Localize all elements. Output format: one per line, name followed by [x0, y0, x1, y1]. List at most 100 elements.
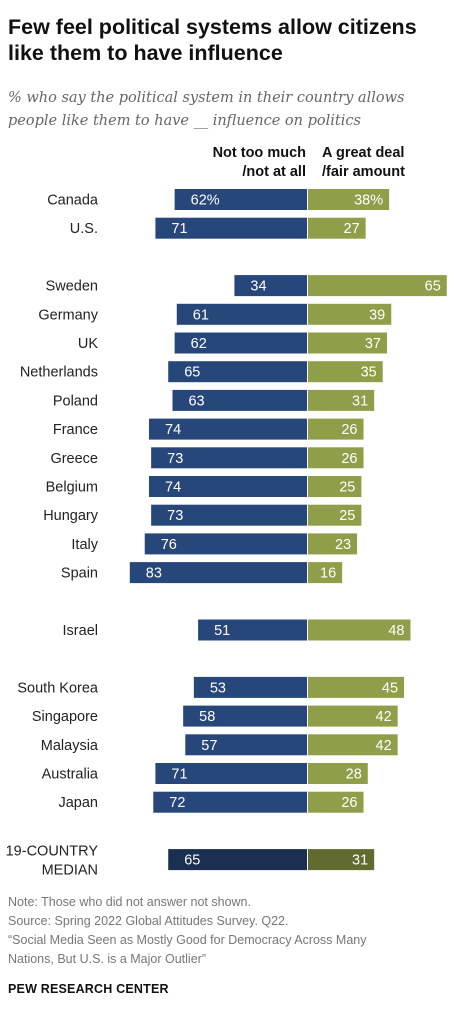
value-label-not-too-much: 76 — [161, 537, 177, 553]
country-label: Poland — [53, 393, 98, 409]
bar-great-deal — [308, 763, 368, 784]
value-label-not-too-much: 58 — [199, 709, 215, 725]
country-label: Canada — [47, 193, 99, 209]
bar-not-too-much — [174, 189, 307, 210]
bar-not-too-much — [149, 476, 307, 497]
bar-great-deal — [308, 705, 398, 727]
bar-not-too-much — [144, 533, 307, 555]
bar-not-too-much — [129, 562, 307, 584]
bar-not-too-much — [168, 361, 307, 383]
value-label-great-deal: 38% — [354, 193, 383, 209]
country-label: Greece — [50, 451, 98, 467]
country-label: France — [53, 422, 98, 438]
chart-notes: Note: Those who did not answer not shown… — [8, 893, 458, 969]
bar-great-deal — [308, 361, 383, 383]
country-label: Singapore — [32, 709, 98, 725]
bar-great-deal — [308, 418, 364, 440]
bar-not-too-much — [185, 734, 307, 756]
value-label-not-too-much: 73 — [167, 451, 183, 467]
value-label-not-too-much: 74 — [165, 480, 181, 496]
value-label-great-deal: 16 — [320, 566, 336, 582]
bar-great-deal — [308, 217, 366, 239]
value-label-great-deal: 45 — [382, 680, 398, 696]
median-label: 19-COUNTRY MEDIAN — [6, 844, 99, 879]
bar-great-deal — [308, 504, 362, 526]
country-label: Netherlands — [20, 365, 98, 381]
country-label: Sweden — [46, 279, 98, 295]
source-line: Source: Spring 2022 Global Attitudes Sur… — [8, 914, 289, 928]
value-label-great-deal: 31 — [352, 393, 368, 409]
bar-great-deal — [308, 476, 362, 497]
bar-not-too-much — [234, 275, 307, 297]
value-label-great-deal: 35 — [361, 365, 377, 381]
positive-header-line2: /fair amount — [322, 164, 405, 180]
bar-not-too-much — [168, 849, 307, 871]
country-label: Israel — [63, 623, 98, 639]
country-label: Japan — [58, 795, 98, 811]
value-label-great-deal: 25 — [339, 480, 355, 496]
value-label-great-deal: 23 — [335, 537, 351, 553]
bar-great-deal — [308, 791, 364, 813]
value-label-great-deal: 65 — [425, 279, 441, 295]
bar-not-too-much — [174, 332, 307, 354]
bar-great-deal — [308, 332, 387, 354]
diverging-bar-chart: Canada 62% 38% U.S. 71 27 Sweden 34 65 Germany 61 3… — [6, 189, 447, 879]
country-label: Germany — [38, 307, 98, 323]
value-label-not-too-much: 65 — [184, 365, 200, 381]
chart-title: Few feel political systems allow citizen… — [8, 15, 417, 65]
value-label-not-too-much: 72 — [169, 795, 185, 811]
value-label-not-too-much: 71 — [171, 767, 187, 783]
country-label: Malaysia — [41, 738, 99, 754]
report-title-line: “Social Media Seen as Mostly Good for De… — [8, 933, 367, 947]
bar-not-too-much — [155, 763, 307, 784]
bar-not-too-much — [183, 705, 307, 727]
bar-great-deal — [308, 389, 375, 411]
country-label: Spain — [61, 566, 98, 582]
value-label-great-deal: 26 — [341, 422, 357, 438]
bar-great-deal — [308, 676, 405, 698]
bar-not-too-much — [155, 217, 307, 239]
value-label-great-deal: 26 — [341, 451, 357, 467]
bar-great-deal — [308, 275, 447, 297]
country-label: Hungary — [43, 508, 99, 524]
note-line: Note: Those who did not answer not shown… — [8, 895, 251, 909]
value-label-not-too-much: 57 — [201, 738, 217, 754]
country-label: Australia — [42, 767, 99, 783]
value-label-not-too-much: 83 — [146, 566, 162, 582]
value-label-not-too-much: 34 — [250, 279, 266, 295]
bar-not-too-much — [198, 619, 307, 641]
value-label-great-deal: 48 — [388, 623, 404, 639]
value-label-not-too-much: 62 — [191, 336, 207, 352]
bar-not-too-much — [172, 389, 307, 411]
value-label-not-too-much: 63 — [188, 393, 204, 409]
value-label-not-too-much: 62% — [191, 193, 220, 209]
country-label: Italy — [71, 537, 98, 553]
value-label-not-too-much: 73 — [167, 508, 183, 524]
value-label-great-deal: 27 — [344, 221, 360, 237]
bar-great-deal — [308, 734, 398, 756]
bar-great-deal — [308, 562, 343, 584]
value-label-great-deal: 37 — [365, 336, 381, 352]
bar-not-too-much — [193, 676, 307, 698]
bar-great-deal — [308, 303, 392, 325]
bar-great-deal — [308, 189, 390, 210]
bar-not-too-much — [176, 303, 307, 325]
bar-not-too-much — [149, 418, 307, 440]
bar-great-deal — [308, 533, 358, 555]
bar-great-deal — [308, 447, 364, 469]
positive-header-line1: A great deal — [322, 145, 405, 161]
negative-header-line1: Not too much — [212, 145, 306, 161]
value-label-not-too-much: 74 — [165, 422, 181, 438]
value-label-not-too-much: 53 — [210, 680, 226, 696]
value-label-not-too-much: 61 — [193, 307, 209, 323]
value-label-great-deal: 31 — [352, 853, 368, 869]
value-label-not-too-much: 65 — [184, 853, 200, 869]
value-label-great-deal: 42 — [376, 709, 392, 725]
negative-column-header: Not too much /not at all — [178, 144, 306, 182]
positive-column-header: A great deal /fair amount — [322, 144, 458, 182]
value-label-great-deal: 26 — [341, 795, 357, 811]
report-title-line: Nations, But U.S. is a Major Outlier” — [8, 952, 206, 966]
bar-great-deal — [308, 849, 375, 871]
country-label: Belgium — [46, 480, 98, 496]
bar-great-deal — [308, 619, 411, 641]
